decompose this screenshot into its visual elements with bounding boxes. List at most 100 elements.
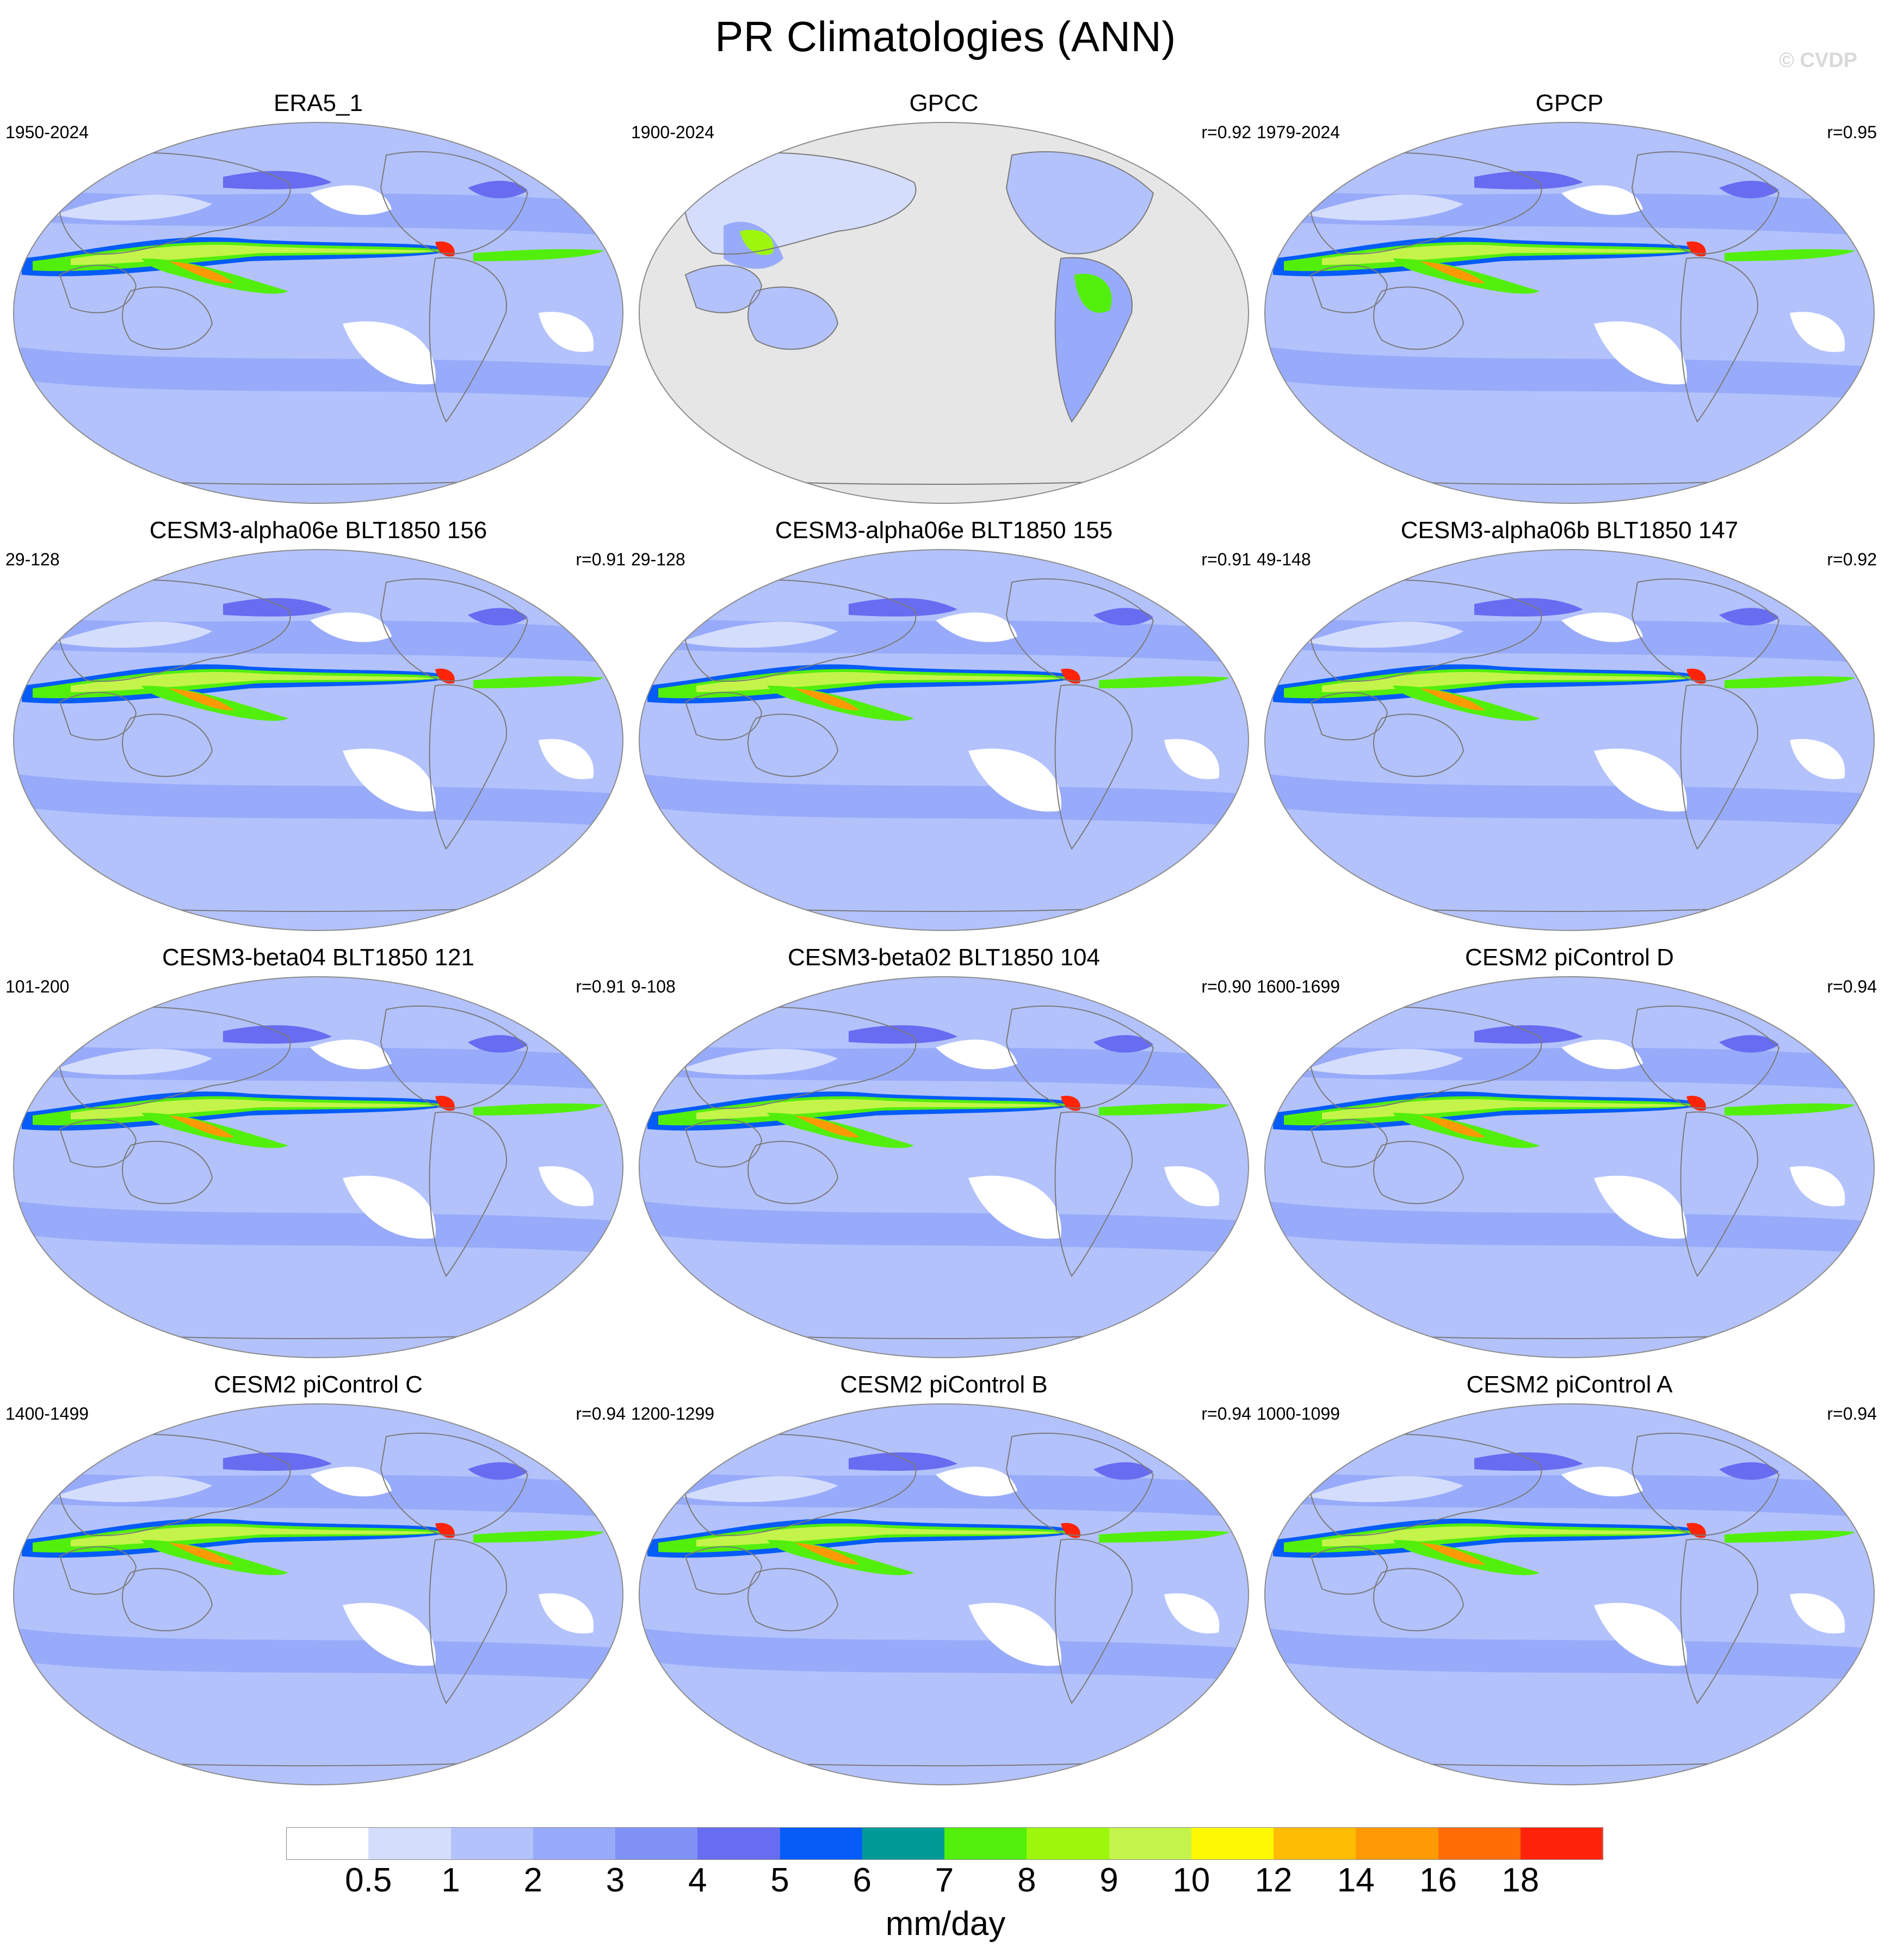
dry-south-atlantic [1790, 1593, 1845, 1634]
coast-africa [684, 1546, 763, 1595]
band-south-midlat [1265, 1627, 1874, 1681]
dry-south-pacific [968, 1602, 1061, 1666]
band-south-midlat [14, 1627, 623, 1681]
map-border [639, 549, 1249, 931]
dry-south-pacific [343, 748, 436, 812]
colorbar-tick-label: 14 [1337, 1862, 1375, 1899]
map-canvas [13, 549, 623, 931]
panel-correlation: r=0.91 [576, 977, 626, 996]
coast-australia [122, 1568, 213, 1631]
coast-africa [1310, 1119, 1388, 1168]
coast-north-america [1631, 1005, 1780, 1109]
gulf-stream-storm-track [468, 1035, 528, 1053]
panel-title: CESM2 piControl D [1465, 944, 1674, 971]
dry-north-pacific [1561, 612, 1643, 642]
coast-australia [1373, 286, 1464, 350]
map-panel: CESM3-alpha06e BLT1850 156 29-128 r=0.91 [5, 517, 631, 947]
coast-eurasia [58, 579, 291, 682]
panel-title: CESM3-beta02 BLT1850 104 [788, 944, 1100, 971]
panel-correlation: r=0.95 [1827, 122, 1877, 142]
map-border [13, 1403, 623, 1785]
map-canvas [1264, 122, 1875, 504]
gulf-stream-storm-track [1093, 608, 1153, 626]
panama-peak [435, 241, 455, 257]
map-panel: ERA5_1 1950-2024 [5, 90, 631, 520]
coast-africa [684, 1119, 763, 1168]
map-border [639, 1403, 1249, 1785]
map-panel: CESM2 piControl A 1000-1099 r=0.94 [1257, 1371, 1882, 1801]
spcz-peak [794, 688, 860, 711]
atlantic-itcz [473, 249, 604, 261]
map-border [639, 976, 1249, 1358]
dry-eurasia [54, 621, 212, 648]
panama-peak [1686, 1523, 1706, 1538]
dry-south-atlantic [1790, 1166, 1845, 1206]
panama-peak [1686, 1095, 1706, 1111]
gulf-stream-storm-track [468, 608, 528, 626]
coast-north-america [1631, 1432, 1780, 1536]
coast-south-america [429, 1538, 507, 1704]
coast-north-america [1631, 151, 1780, 255]
land-north-america [1006, 151, 1153, 254]
map-canvas [13, 976, 623, 1358]
coast-australia [747, 1568, 839, 1631]
kuroshio-storm-track [849, 598, 957, 617]
panama-peak [435, 668, 455, 684]
panel-correlation: r=0.92 [1201, 122, 1251, 142]
coast-north-america [380, 578, 529, 682]
kuroshio-storm-track [223, 171, 332, 189]
coast-south-america [1680, 1111, 1758, 1277]
coast-africa [1310, 264, 1388, 313]
panel-title: CESM2 piControl C [214, 1371, 423, 1398]
map-canvas [639, 976, 1249, 1358]
spcz-peak [1420, 688, 1485, 711]
colorbar-tick-label: 4 [688, 1862, 707, 1899]
coast-north-america [380, 1432, 529, 1536]
colorbar-tick-label: 6 [852, 1862, 872, 1899]
spcz-peak [1420, 1543, 1485, 1565]
panama-peak [1686, 241, 1706, 257]
colorbar-swatch [1274, 1827, 1357, 1860]
coast-africa [59, 692, 137, 741]
colorbar-swatch [697, 1827, 781, 1860]
dry-south-atlantic [1164, 1593, 1220, 1634]
dry-south-pacific [1594, 1175, 1687, 1239]
coast-south-america [1680, 1538, 1758, 1704]
atlantic-itcz [1725, 1103, 1855, 1115]
dry-north-pacific [936, 1466, 1017, 1496]
coast-australia [1373, 713, 1464, 777]
atlantic-itcz [473, 1103, 604, 1115]
panel-years: 49-148 [1257, 550, 1311, 569]
panama-peak [1061, 668, 1080, 684]
coast-australia [122, 713, 213, 777]
coast-north-america [1005, 151, 1154, 255]
dry-south-pacific [1594, 321, 1687, 385]
panel-correlation: r=0.94 [1827, 1404, 1877, 1423]
panel-years: 1979-2024 [1257, 122, 1340, 142]
panel-title: CESM3-alpha06e BLT1850 155 [775, 517, 1113, 544]
page-title: PR Climatologies (ANN) [715, 13, 1176, 60]
watermark: © CVDP [1779, 49, 1858, 72]
dry-south-atlantic [539, 1593, 594, 1634]
coast-africa [59, 1119, 137, 1168]
colorbar-tick-label: 2 [523, 1862, 542, 1899]
colorbar-units: mm/day [885, 1905, 1006, 1943]
coast-south-america [1680, 684, 1758, 850]
colorbar-swatch [780, 1827, 863, 1860]
spcz-peak [169, 261, 234, 283]
map-panel: CESM3-beta02 BLT1850 104 9-108 r=0.90 [631, 944, 1257, 1374]
map-panel: CESM2 piControl B 1200-1299 r=0.94 [631, 1371, 1257, 1801]
dry-eurasia [680, 1049, 838, 1075]
panel-years: 1600-1699 [1257, 977, 1340, 996]
dry-south-atlantic [1164, 739, 1220, 779]
colorbar-swatch [1356, 1827, 1439, 1860]
dry-north-pacific [1561, 1466, 1643, 1496]
coast-australia [122, 286, 213, 350]
coast-australia [747, 286, 839, 350]
coast-africa [1310, 692, 1388, 741]
panel-years: 1900-2024 [631, 122, 715, 142]
colorbar-swatch [1109, 1827, 1192, 1860]
atlantic-itcz [1099, 1530, 1229, 1543]
coast-australia [747, 1141, 839, 1204]
atlantic-itcz [1725, 676, 1855, 688]
